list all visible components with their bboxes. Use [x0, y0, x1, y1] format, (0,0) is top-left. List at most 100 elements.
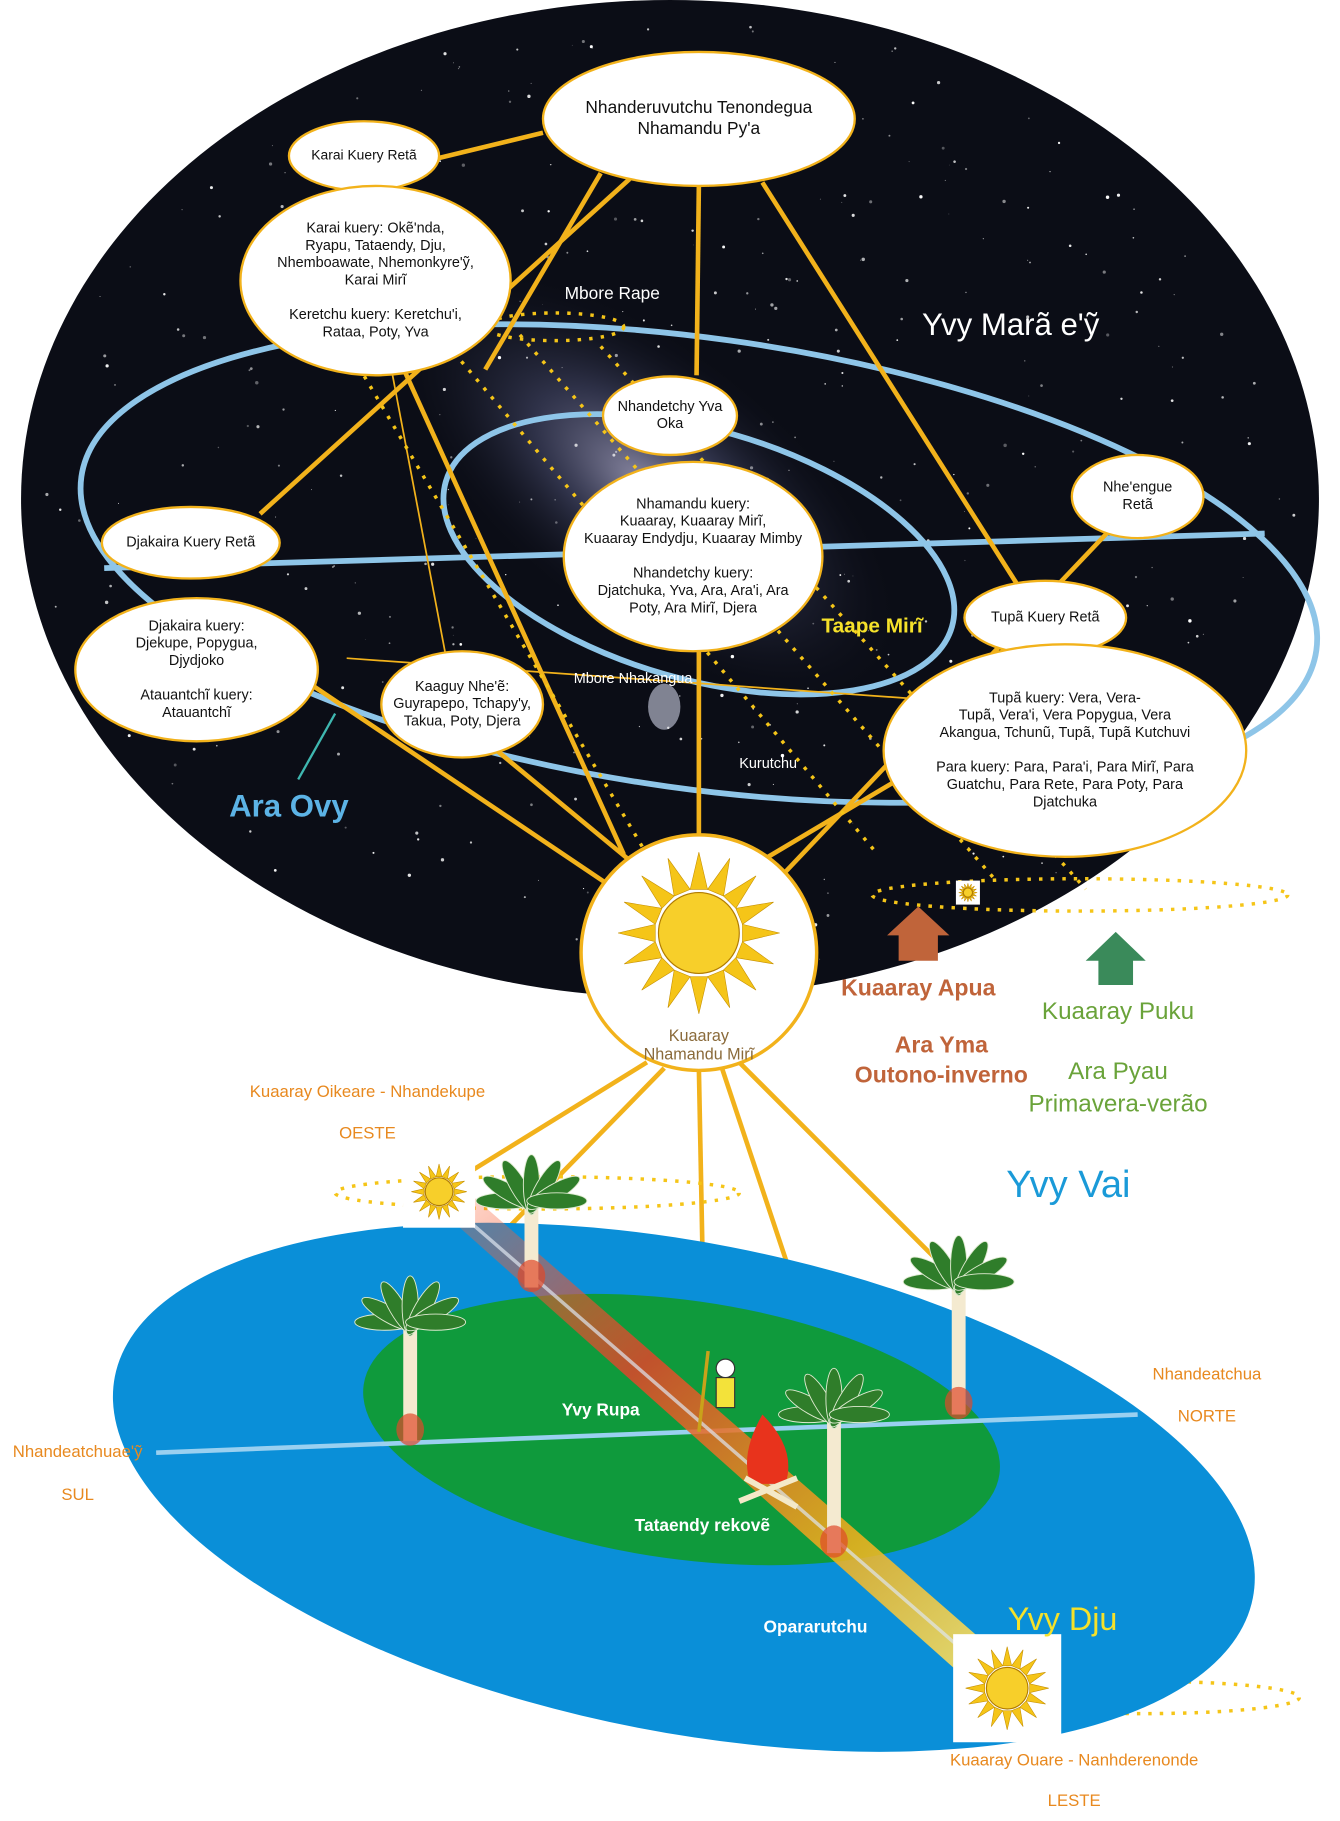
node-text: Djatchuka, Yva, Ara, Ara'i, Ara [598, 583, 790, 599]
palm-base [820, 1525, 848, 1558]
label: Opararutchu [764, 1617, 868, 1637]
star [1027, 117, 1030, 120]
star [442, 387, 446, 392]
star [1021, 452, 1025, 456]
star [561, 366, 563, 369]
star [633, 218, 637, 221]
star [841, 201, 843, 204]
star [527, 94, 531, 99]
label: SUL [61, 1485, 94, 1504]
star [519, 300, 521, 303]
link [737, 1060, 961, 1284]
sun-ray [435, 1206, 443, 1220]
star [1195, 634, 1199, 638]
star [280, 204, 284, 209]
star [344, 826, 347, 829]
star [356, 97, 359, 100]
star [542, 304, 544, 305]
star [795, 710, 799, 714]
sun-ray [990, 1706, 1004, 1727]
star [566, 251, 569, 254]
node-text: Ryapu, Tataendy, Dju, [305, 238, 446, 254]
label: Primavera-verão [1028, 1090, 1207, 1117]
star [1171, 366, 1174, 368]
star [443, 52, 447, 56]
palm-frond [526, 1192, 588, 1210]
star [1126, 604, 1129, 608]
star [255, 381, 259, 385]
node-text: Kuaaray Endydju, Kuaaray Mimby [584, 531, 803, 547]
sun-ray [689, 852, 708, 890]
label: Yvy Marã e'ỹ [922, 307, 1100, 342]
star [757, 217, 760, 221]
star [388, 642, 391, 645]
star [276, 730, 280, 734]
star [841, 385, 843, 387]
star [640, 219, 644, 223]
star [273, 869, 277, 872]
node [380, 650, 545, 759]
star [1029, 261, 1031, 264]
star [1055, 872, 1057, 874]
star [537, 879, 539, 881]
star [755, 308, 756, 310]
arrow-spring [1085, 931, 1146, 985]
star [586, 891, 589, 894]
star [530, 803, 533, 807]
label: Ara Ovy [229, 789, 349, 824]
star [992, 333, 995, 336]
node-text: Rataa, Poty, Yva [322, 324, 429, 340]
label: Mbore Nhakangua [574, 671, 694, 687]
sun-ray [451, 1180, 465, 1190]
galaxy-small [648, 683, 681, 730]
star [833, 460, 835, 462]
figure-head [715, 1358, 736, 1379]
star [847, 579, 851, 583]
star [678, 695, 681, 697]
star [249, 830, 252, 833]
star [875, 648, 878, 651]
sun-ray [742, 923, 780, 943]
star [964, 511, 965, 512]
star [638, 725, 641, 728]
star [747, 783, 751, 787]
star [759, 422, 763, 426]
star [554, 499, 556, 501]
node-text: Djatchuka [1033, 794, 1098, 810]
star [622, 311, 624, 313]
star [1102, 270, 1106, 274]
star [824, 383, 826, 385]
node-text: Retã [1122, 497, 1153, 513]
label: Ara Yma [895, 1031, 988, 1057]
star [217, 446, 220, 449]
star [127, 734, 131, 738]
star [982, 238, 984, 240]
star [372, 851, 375, 854]
star [1158, 345, 1160, 347]
sun-ray [1011, 1649, 1024, 1670]
palm-base [396, 1413, 425, 1446]
star [1181, 356, 1184, 359]
star [497, 356, 502, 360]
palms [354, 1154, 1015, 1558]
star [505, 573, 507, 576]
star [796, 280, 799, 282]
star [972, 852, 975, 855]
star [354, 582, 356, 584]
star [722, 245, 726, 249]
sun-ray [624, 901, 663, 925]
sun-ray [667, 969, 691, 1008]
star [1187, 641, 1190, 644]
star [1002, 855, 1005, 858]
star [772, 783, 774, 785]
star [1278, 498, 1281, 500]
sun-ray [977, 1658, 995, 1676]
star [908, 161, 910, 163]
star [275, 516, 277, 518]
star [692, 244, 694, 246]
star [953, 160, 956, 163]
sun-ray [723, 957, 757, 991]
node-text: Djydjoko [169, 653, 224, 669]
palm-base [944, 1386, 973, 1420]
star [592, 47, 594, 49]
